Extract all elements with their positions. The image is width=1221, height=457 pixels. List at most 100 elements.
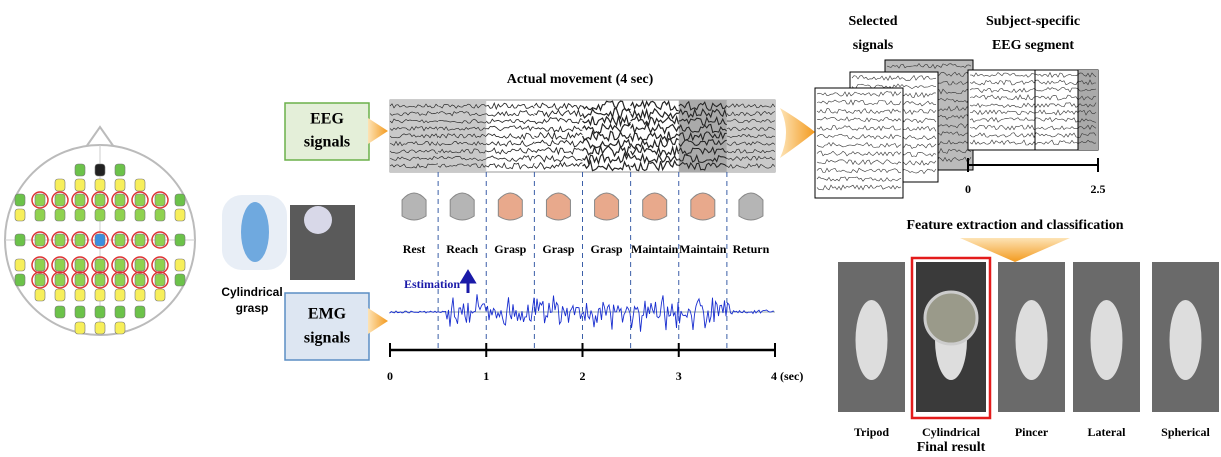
electrode (74, 321, 86, 335)
electrode (174, 273, 186, 287)
selected-title: signals (853, 38, 894, 53)
electrode (114, 288, 126, 302)
eeg-trace (437, 163, 487, 168)
electrode-ring (51, 271, 69, 289)
grasp-label: Pincer (1015, 425, 1049, 439)
electrode (54, 193, 66, 207)
eeg-trace (726, 148, 776, 154)
eeg-trace (389, 126, 439, 132)
phase-label: Return (733, 242, 770, 256)
electrode-ring (151, 231, 169, 249)
segment-box (967, 69, 1099, 151)
eeg-trace (437, 140, 487, 146)
eeg-trace (389, 149, 439, 154)
electrode (34, 208, 46, 222)
signal-trace (816, 159, 902, 165)
electrode-ring (131, 191, 149, 209)
eeg-trace (726, 118, 775, 123)
eeg-trace (726, 126, 776, 132)
time-tick-label: 3 (676, 369, 682, 383)
eeg-shade (390, 100, 439, 172)
signal-trace (816, 167, 902, 174)
hand-icon (401, 192, 427, 221)
electrode (174, 258, 186, 272)
electrode (34, 273, 46, 287)
eeg-trace (630, 159, 679, 172)
emg-trace (389, 294, 774, 332)
electrode (14, 273, 26, 287)
eeg-trace (678, 146, 727, 156)
segment-trace (969, 94, 1097, 101)
eeg-trace (678, 161, 728, 171)
electrode (114, 258, 126, 272)
electrode (134, 305, 146, 319)
electrode (74, 193, 86, 207)
electrode (14, 258, 26, 272)
eeg-trace (534, 146, 583, 156)
eeg-trace (726, 134, 775, 139)
final-result: Final result (917, 440, 986, 455)
electrode (114, 273, 126, 287)
electrode (74, 163, 86, 177)
electrode (14, 233, 26, 247)
grasp-label: Tripod (854, 425, 889, 439)
electrode-ring (31, 191, 49, 209)
segment-trace (969, 116, 1097, 123)
electrode (34, 288, 46, 302)
phase-label: Grasp (494, 242, 526, 256)
grasp-label: Lateral (1088, 425, 1127, 439)
segment-tick-label: 2.5 (1091, 182, 1106, 196)
phase-label: Grasp (542, 242, 574, 256)
head-map (4, 125, 196, 336)
eeg-trace (630, 152, 679, 165)
electrode (134, 288, 146, 302)
electrode (34, 193, 46, 207)
hand-shape (855, 300, 888, 380)
electrode (54, 288, 66, 302)
electrode (114, 208, 126, 222)
electrode-ring (111, 271, 129, 289)
electrode (154, 208, 166, 222)
electrode-ring (31, 271, 49, 289)
eeg-trace (534, 108, 583, 118)
electrode-ring (31, 256, 49, 274)
electrode (54, 273, 66, 287)
electrode-ring (51, 256, 69, 274)
hand-shape (1169, 300, 1202, 380)
electrode (154, 193, 166, 207)
electrode (134, 178, 146, 192)
eeg-trace (581, 129, 632, 142)
electrode (154, 233, 166, 247)
eeg-trace (582, 159, 632, 172)
eeg-trace (438, 118, 487, 124)
signal-trace (851, 74, 937, 81)
signal-trace (816, 184, 902, 191)
electrode (74, 273, 86, 287)
hand-icon (738, 192, 764, 221)
electrode (114, 163, 126, 177)
signal-trace (816, 116, 902, 123)
title: Actual movement (4 sec) (507, 72, 654, 87)
eeg-trace (726, 110, 776, 117)
eeg-trace (726, 163, 776, 169)
electrode (174, 193, 186, 207)
eeg-trace (726, 103, 776, 109)
eeg-trace (630, 107, 679, 121)
estimation-label: Estimation (404, 277, 460, 291)
eeg-trace (389, 118, 439, 124)
eeg-trace (678, 138, 727, 148)
eeg-trace (582, 100, 631, 112)
phase-label: Maintain (679, 242, 727, 256)
electrode (74, 208, 86, 222)
electrode (94, 178, 106, 192)
signal-trace (816, 142, 902, 148)
segment-trace (969, 109, 1097, 116)
electrode (14, 208, 26, 222)
electrode (94, 305, 106, 319)
electrode (54, 208, 66, 222)
electrode (14, 193, 26, 207)
segment-tick-label: 0 (965, 182, 971, 196)
eeg-trace (630, 121, 680, 135)
eeg-trace (485, 132, 535, 141)
